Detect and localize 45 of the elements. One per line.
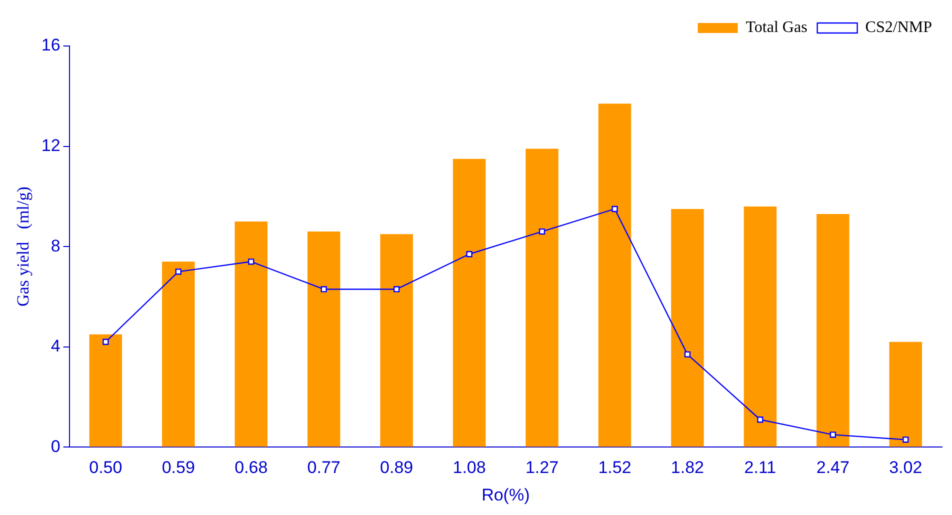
- bar: [452, 158, 486, 447]
- x-tick-label: 0.68: [234, 458, 268, 478]
- y-axis-title: Gas yield (ml/g): [14, 186, 33, 307]
- y-tick-label: 4: [50, 336, 60, 356]
- bar: [889, 342, 922, 447]
- y-tick-label: 0: [50, 436, 60, 456]
- bar: [380, 234, 413, 447]
- bar: [598, 104, 632, 447]
- point: [830, 432, 836, 438]
- bar: [307, 232, 340, 447]
- y-tick-label: 12: [41, 136, 60, 155]
- point: [902, 436, 909, 443]
- x-tick-label: 0.89: [380, 458, 414, 478]
- point: [248, 258, 254, 265]
- x-tick-label: 1.52: [598, 458, 632, 478]
- bar: [89, 334, 122, 447]
- legend-label: CS2/NMP: [865, 19, 932, 36]
- bar: [162, 262, 195, 447]
- x-tick-label: 1.08: [452, 458, 486, 478]
- x-axis-title: Ro(%): [482, 485, 530, 504]
- bar: [744, 206, 777, 447]
- bar: [671, 208, 704, 447]
- x-tick-label: 2.11: [744, 458, 776, 478]
- point: [320, 286, 327, 292]
- point: [757, 416, 764, 423]
- point: [175, 268, 182, 275]
- x-tick-label: 1.82: [670, 458, 704, 478]
- y-tick-label: 16: [41, 36, 60, 55]
- x-tick-label: 2.47: [816, 458, 850, 478]
- bar: [816, 214, 850, 447]
- point: [538, 228, 546, 235]
- y-tick-label: 8: [50, 236, 60, 256]
- bar: [234, 222, 268, 447]
- point: [466, 251, 472, 258]
- legend-label: Total Gas: [746, 19, 808, 36]
- point: [102, 338, 109, 345]
- point: [393, 286, 400, 292]
- x-tick-label: 0.59: [162, 458, 195, 478]
- x-tick-label: 0.77: [307, 458, 340, 478]
- x-tick-label: 1.27: [525, 458, 559, 478]
- x-tick-label: 3.02: [889, 458, 922, 478]
- x-tick-label: 0.50: [89, 458, 122, 478]
- point: [684, 351, 691, 358]
- point: [612, 206, 618, 212]
- bar: [526, 148, 558, 447]
